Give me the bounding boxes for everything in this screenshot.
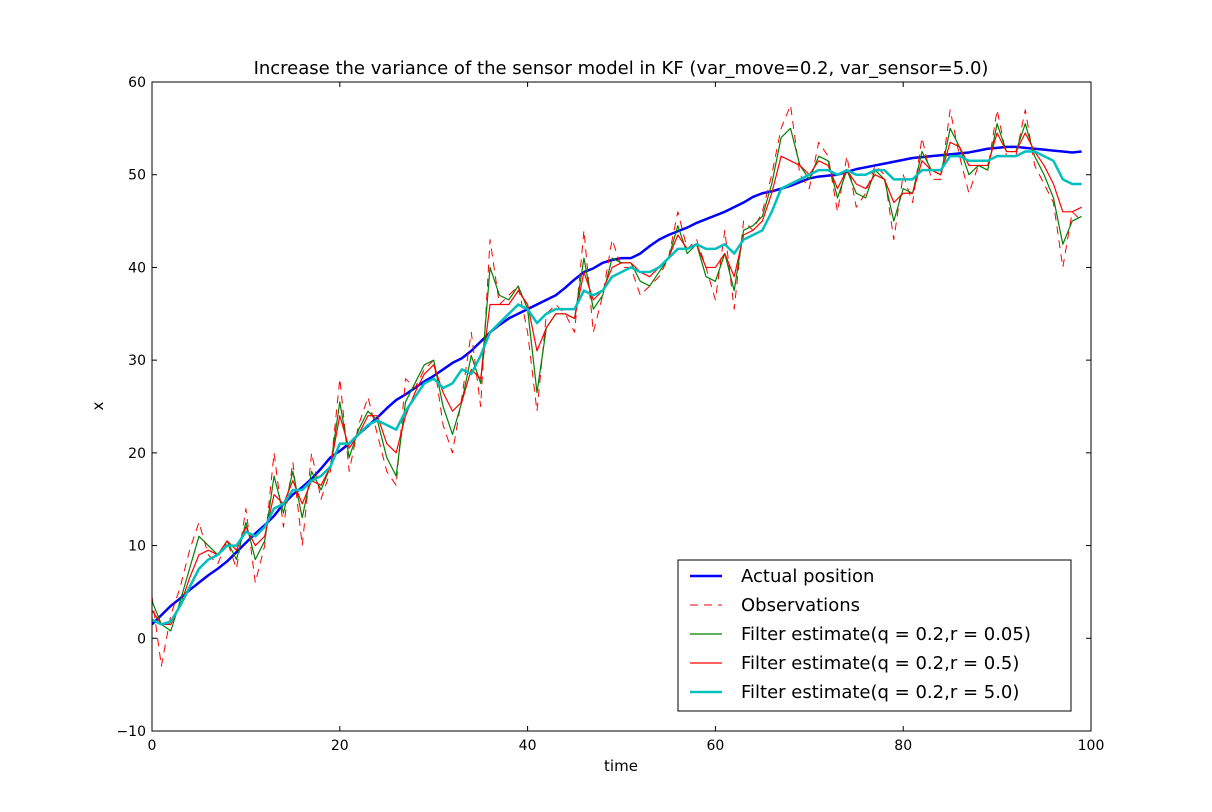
- series-line-2: [152, 123, 1082, 632]
- legend-label: Filter estimate(q = 0.2,r = 0.5): [741, 653, 1019, 674]
- chart-title: Increase the variance of the sensor mode…: [254, 58, 989, 79]
- series-line-1: [152, 104, 1082, 667]
- x-tick-label: 80: [894, 738, 912, 754]
- legend-label: Filter estimate(q = 0.2,r = 0.05): [741, 624, 1031, 645]
- x-tick-label: 60: [706, 738, 724, 754]
- y-tick-label: 60: [128, 75, 146, 91]
- legend-label: Filter estimate(q = 0.2,r = 5.0): [741, 682, 1019, 703]
- legend-label: Observations: [741, 595, 860, 616]
- legend-frame: [677, 559, 1072, 712]
- x-tick-label: 0: [148, 738, 157, 754]
- x-axis-label: time: [604, 757, 638, 775]
- y-tick-label: −10: [116, 724, 146, 740]
- legend: Actual position Observations Filter estima…: [677, 559, 1072, 712]
- y-tick-label: 10: [128, 539, 146, 555]
- y-tick-label: 30: [128, 353, 146, 369]
- y-tick-label: 0: [137, 631, 146, 647]
- series-layer: [152, 104, 1082, 667]
- legend-label: Actual position: [741, 566, 874, 587]
- y-tick-label: 40: [128, 260, 146, 276]
- series-line-3: [152, 132, 1082, 625]
- y-axis-label: x: [89, 401, 107, 410]
- y-tick-label: 20: [128, 446, 146, 462]
- plot-frame: [151, 81, 1092, 732]
- x-tick-label: 100: [1078, 738, 1105, 754]
- x-tick-label: 40: [519, 738, 537, 754]
- x-tick-label: 20: [331, 738, 349, 754]
- y-tick-label: 50: [128, 168, 146, 184]
- series-line-4: [152, 150, 1082, 626]
